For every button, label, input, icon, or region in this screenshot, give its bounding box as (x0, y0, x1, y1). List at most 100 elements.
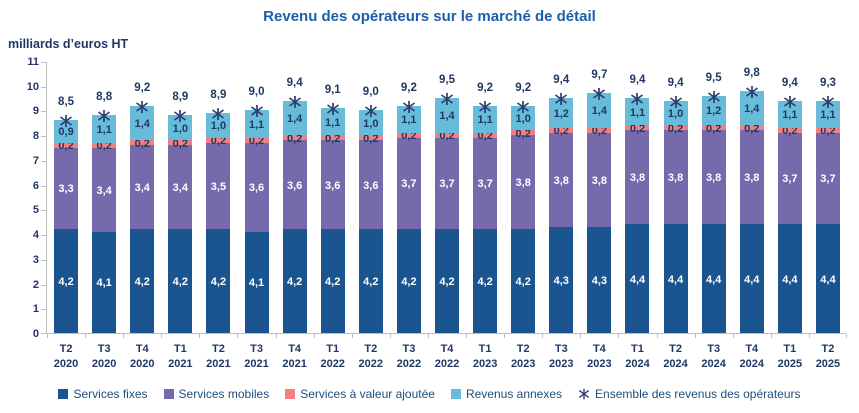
y-axis-label: 2 (32, 278, 39, 291)
asterisk-marker-icon (60, 115, 73, 128)
bar-segment-services-valeur-ajoutee (168, 140, 193, 146)
segment-value-label: 4,2 (286, 276, 303, 289)
bar-segment-services-fixes (435, 229, 459, 333)
x-label-year: 2022 (358, 358, 384, 370)
bar-segment-services-valeur-ajoutee (549, 127, 574, 133)
x-axis-label: T2 2024 (657, 342, 695, 372)
segment-value-label: 0,2 (210, 135, 227, 148)
segment-value-label: 3,7 (401, 178, 417, 191)
bar-segment-services-fixes (358, 229, 383, 333)
y-axis-tick (41, 86, 46, 88)
y-axis-label: 4 (32, 229, 39, 242)
bar-segment-services-mobiles (511, 135, 536, 230)
segment-value-label: 0,9 (58, 126, 74, 139)
x-axis-label: T4 2022 (428, 342, 466, 372)
bar-segment-services-valeur-ajoutee (130, 140, 155, 146)
legend-item-ensemble-revenus-operateurs: Ensemble des revenus des opérateurs (578, 387, 801, 401)
segment-value-label: 3,7 (439, 178, 455, 191)
bar-segment-services-mobiles (435, 137, 459, 230)
x-label-year: 2022 (434, 358, 460, 370)
bar-segment-services-valeur-ajoutee (396, 132, 421, 138)
x-axis-tick (808, 334, 810, 338)
x-label-year: 2023 (587, 358, 612, 370)
x-label-year: 2020 (129, 358, 155, 370)
x-label-quarter: T1 (173, 343, 187, 355)
plot-area: 0 1 2 3 4 5 6 7 8 9 10 11 4,2 3,3 0,2 0,9 8,5 T2 2020 4,1 3,… (27, 56, 847, 370)
total-marker-icon (97, 109, 111, 123)
bar-segment-services-mobiles (206, 142, 231, 230)
x-axis-label: T4 2020 (123, 342, 161, 372)
x-axis-tick (504, 334, 506, 338)
x-label-quarter: T3 (554, 343, 568, 355)
asterisk-marker-icon (669, 95, 682, 108)
segment-value-label: 1,1 (401, 114, 417, 127)
legend-swatch-icon (450, 389, 461, 399)
y-axis-label: 7 (32, 154, 39, 167)
bar-segment-services-fixes (396, 229, 421, 333)
segment-value-label: 0,2 (172, 137, 188, 150)
bar-segment-services-fixes (54, 229, 79, 333)
segment-value-label: 1,4 (134, 117, 150, 130)
x-axis-tick (199, 334, 201, 338)
x-axis-tick (237, 334, 239, 338)
x-axis-label: T3 2024 (695, 342, 733, 372)
bar-segment-services-fixes (739, 224, 764, 333)
x-axis-tick (123, 334, 125, 338)
total-value-label: 9,5 (705, 71, 722, 84)
asterisk-marker-icon (593, 88, 606, 101)
x-axis-label: T1 2022 (314, 342, 352, 372)
segment-value-label: 3,8 (667, 172, 684, 185)
x-axis-label: T2 2025 (809, 342, 847, 372)
total-value-label: 8,8 (96, 91, 113, 104)
segment-value-label: 3,4 (96, 184, 112, 197)
total-marker-icon (211, 107, 225, 121)
bar-segment-services-fixes (206, 229, 231, 333)
x-axis-tick (694, 334, 696, 338)
y-axis-tick (41, 333, 46, 334)
bar-segment-services-valeur-ajoutee (625, 125, 650, 131)
segment-value-label: 3,3 (58, 183, 74, 196)
bar-segment-services-fixes (815, 224, 840, 333)
legend-swatch-icon (163, 389, 174, 399)
asterisk-marker-icon (402, 100, 415, 113)
total-value-label: 8,9 (210, 88, 227, 101)
x-label-year: 2021 (168, 358, 193, 370)
segment-value-label: 4,3 (553, 274, 569, 287)
x-axis-tick (427, 334, 429, 338)
segment-value-label: 0,2 (667, 122, 684, 135)
segment-value-label: 3,6 (248, 182, 265, 195)
total-marker-icon (402, 100, 416, 114)
legend-label: Services fixes (73, 387, 148, 401)
y-axis-tick (41, 185, 46, 187)
total-marker-icon (554, 92, 568, 106)
x-axis-label: T4 2021 (276, 342, 314, 372)
segment-value-label: 1,0 (515, 112, 531, 125)
total-marker-icon (135, 100, 149, 114)
total-marker-icon (745, 85, 759, 99)
total-marker-icon (440, 92, 454, 106)
y-axis-label: 3 (32, 253, 39, 266)
segment-value-label: 3,7 (477, 178, 493, 191)
asterisk-marker-icon (364, 105, 377, 118)
total-marker-icon (326, 102, 340, 116)
segment-value-label: 0,2 (744, 122, 760, 135)
total-value-label: 9,1 (324, 83, 341, 96)
segment-value-label: 3,8 (553, 174, 569, 187)
segment-value-label: 1,4 (744, 102, 760, 115)
x-axis-tick (542, 334, 544, 338)
x-axis-tick (466, 334, 468, 338)
total-value-label: 9,2 (515, 81, 532, 94)
segment-value-label: 3,7 (782, 173, 798, 186)
legend-label: Services à valeur ajoutée (300, 387, 435, 401)
asterisk-marker-icon (821, 95, 834, 108)
bar-segment-services-fixes (282, 229, 307, 333)
bar-segment-services-mobiles (92, 147, 117, 232)
bar-segment-services-valeur-ajoutee (244, 137, 269, 143)
y-axis-unit-label: milliards d’euros HT (8, 37, 129, 51)
segment-value-label: 0,2 (248, 135, 265, 148)
total-value-label: 9,7 (591, 69, 608, 82)
total-marker-icon (669, 95, 683, 109)
segment-value-label: 3,6 (286, 179, 303, 192)
x-label-year: 2023 (510, 358, 536, 370)
segment-value-label: 0,2 (515, 127, 531, 140)
